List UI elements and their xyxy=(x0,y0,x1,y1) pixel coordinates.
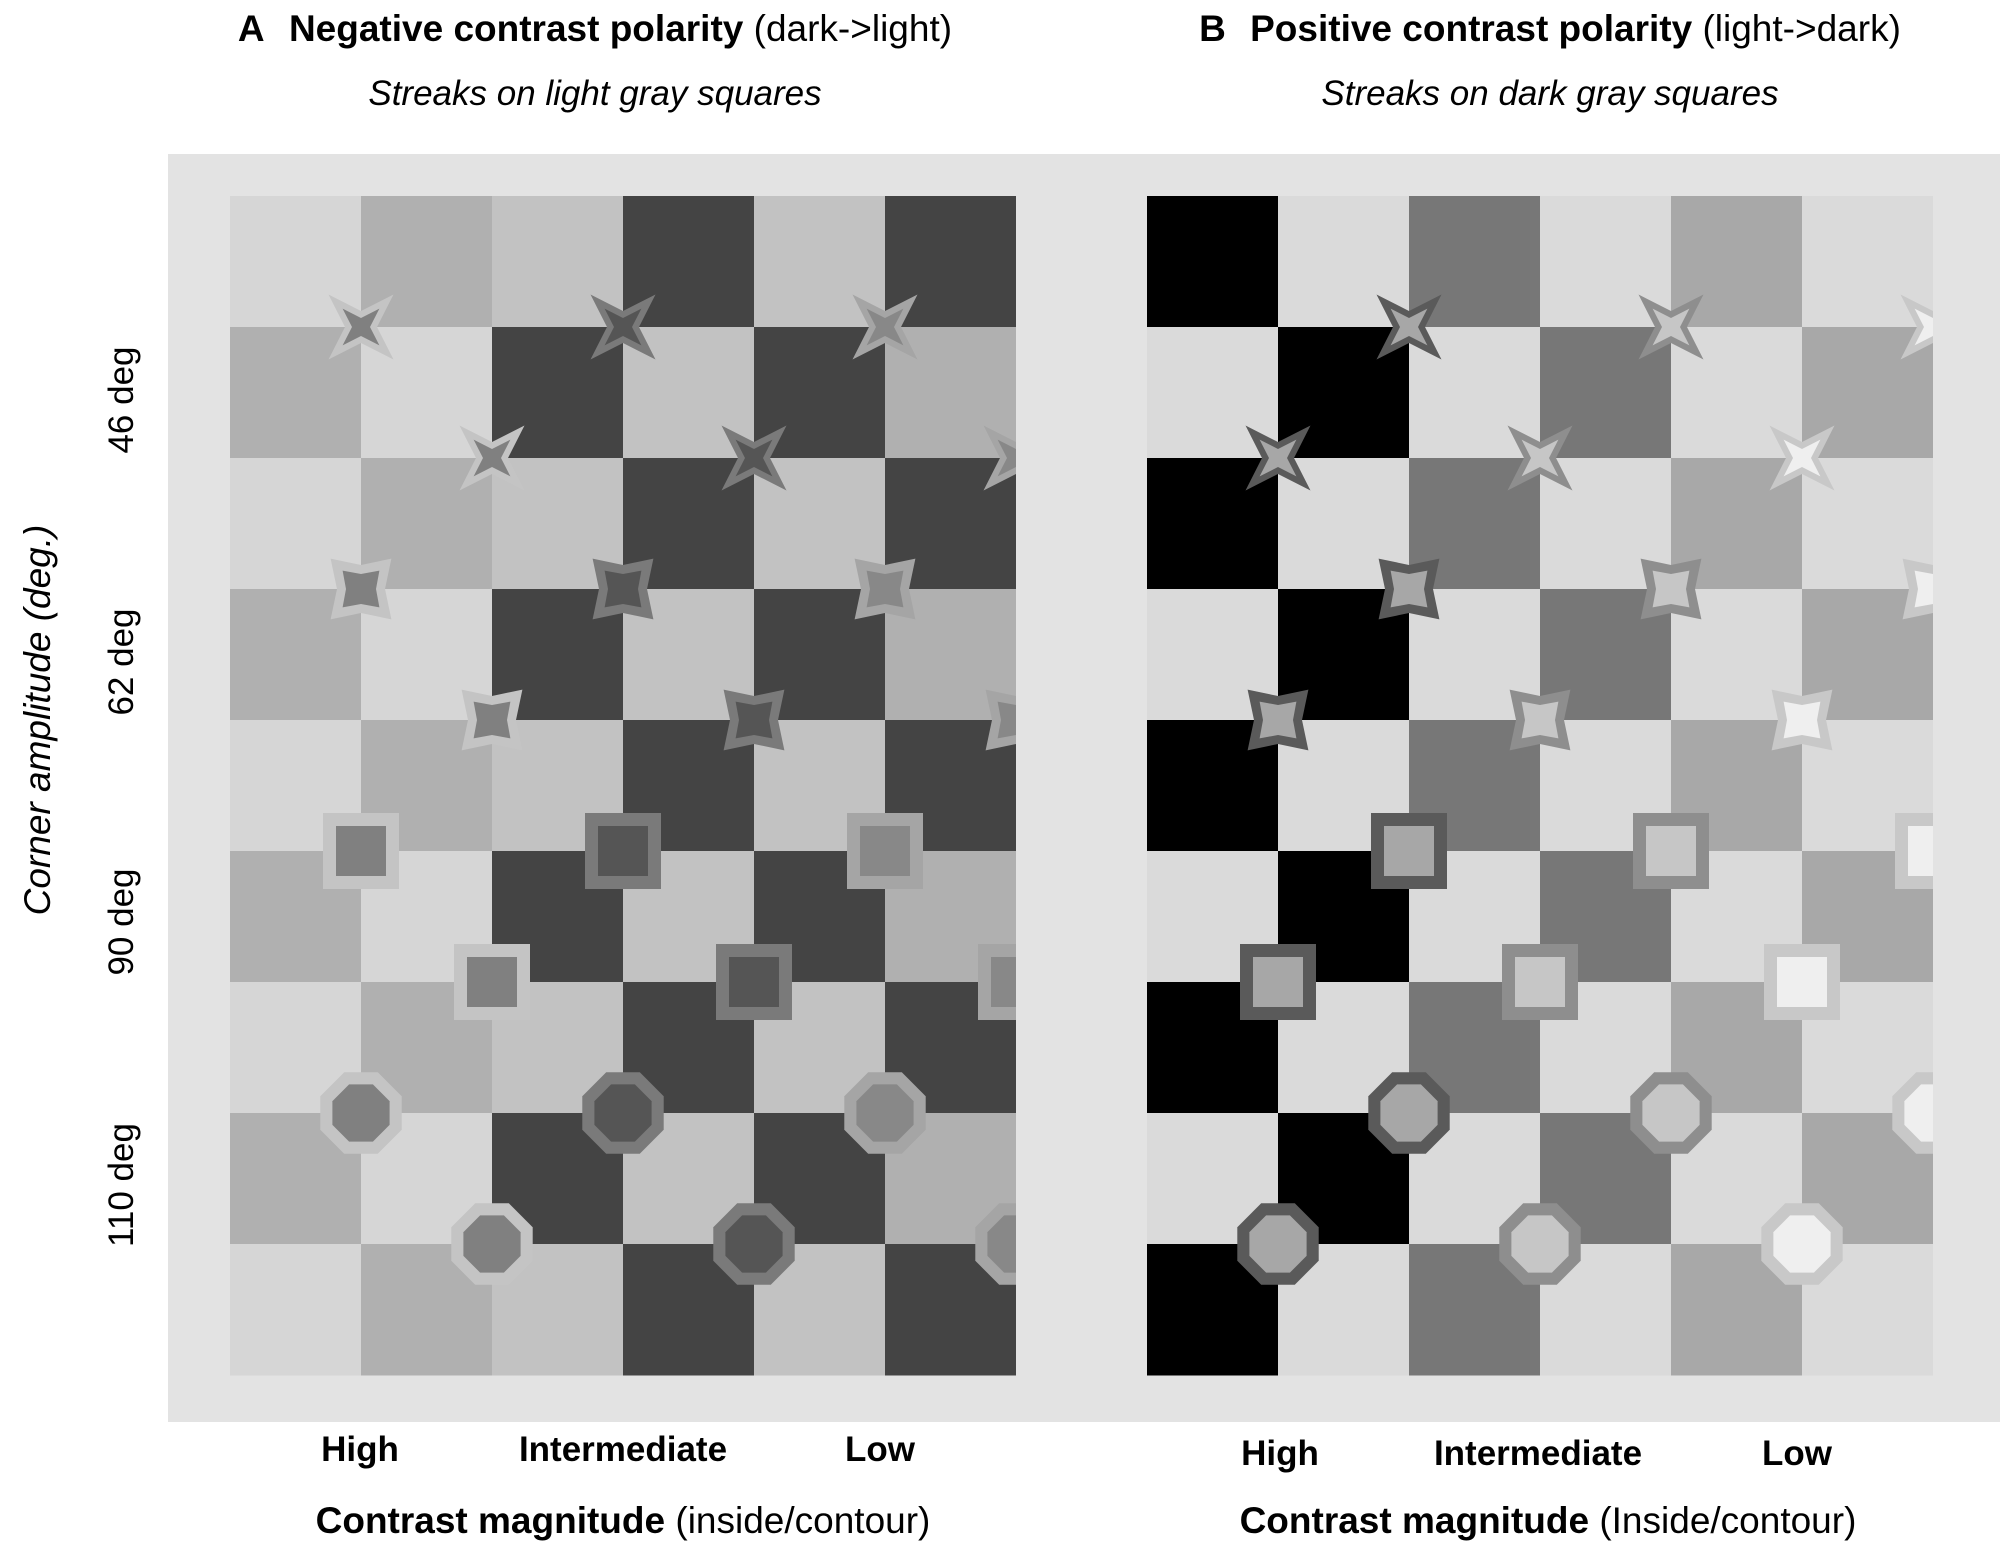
panel-b-x-title-rest: (Inside/contour) xyxy=(1599,1500,1857,1541)
star-62-inner xyxy=(1259,701,1297,739)
square-90-inner xyxy=(991,957,1016,1007)
square-90-inner xyxy=(1253,957,1303,1007)
star-46-inner xyxy=(1390,308,1428,346)
row-label-62-text: 62 deg xyxy=(102,608,141,716)
star-62-inner xyxy=(604,570,642,608)
square-90-inner xyxy=(467,957,517,1007)
square-90-inner xyxy=(1384,826,1434,876)
octagon-110-inner xyxy=(1511,1215,1569,1273)
octagon-110-inner xyxy=(463,1215,521,1273)
octagon-110-inner xyxy=(987,1215,1016,1273)
octagon-110-inner xyxy=(856,1084,914,1142)
star-46-inner xyxy=(1259,439,1297,477)
square-90-inner xyxy=(598,826,648,876)
panel-b-title-rest: (light->dark) xyxy=(1702,8,1901,49)
star-46-outline xyxy=(1900,294,1933,360)
star-46-inner xyxy=(1521,439,1559,477)
star-62-inner xyxy=(342,570,380,608)
octagon-110-inner xyxy=(332,1084,390,1142)
star-62-inner xyxy=(1390,570,1428,608)
square-90-inner xyxy=(1515,957,1565,1007)
panel-b-col-intermediate: Intermediate xyxy=(1433,1434,1643,1473)
panel-a-x-title: Contrast magnitude (inside/contour) xyxy=(316,1500,931,1542)
panel-a-subtitle: Streaks on light gray squares xyxy=(368,74,822,113)
panel-b-col-high: High xyxy=(1241,1434,1319,1473)
star-46-inner xyxy=(604,308,642,346)
octagon-110-inner xyxy=(1642,1084,1700,1142)
star-62-inner xyxy=(1652,570,1690,608)
row-label-90-text: 90 deg xyxy=(102,868,141,976)
star-46-inner xyxy=(342,308,380,346)
star-46-outline xyxy=(983,425,1016,491)
octagon-110-inner xyxy=(1249,1215,1307,1273)
star-46-inner xyxy=(1652,308,1690,346)
octagon-110-inner xyxy=(1773,1215,1831,1273)
star-46-inner xyxy=(866,308,904,346)
board-a xyxy=(230,196,1016,1376)
square-90-inner xyxy=(729,957,779,1007)
octagon-110-inner xyxy=(594,1084,652,1142)
panel-b-col-low: Low xyxy=(1762,1434,1832,1473)
star-62-inner xyxy=(735,701,773,739)
star-62-inner xyxy=(1521,701,1559,739)
octagon-110-inner xyxy=(1904,1084,1933,1142)
square-90-inner xyxy=(1777,957,1827,1007)
row-label-110-text: 110 deg xyxy=(102,1123,141,1247)
square-90-inner xyxy=(336,826,386,876)
panel-a-letter: A xyxy=(237,8,265,49)
board-cell xyxy=(230,1244,362,1376)
board-cell xyxy=(1147,196,1279,328)
board-b xyxy=(1147,196,1933,1376)
square-90-inner xyxy=(860,826,910,876)
star-62-inner xyxy=(1914,570,1933,608)
star-62-inner xyxy=(473,701,511,739)
square-90-inner xyxy=(1908,826,1933,876)
square-90-inner xyxy=(1646,826,1696,876)
panel-a-title-bold: Negative contrast polarity xyxy=(288,8,744,49)
panel-a-col-low: Low xyxy=(845,1430,915,1469)
star-46-inner xyxy=(1783,439,1821,477)
row-label-46-text: 46 deg xyxy=(102,346,141,454)
panel-b-x-title: Contrast magnitude (Inside/contour) xyxy=(1240,1500,1857,1542)
star-46-inner xyxy=(997,439,1016,477)
star-62-inner xyxy=(866,570,904,608)
panel-a-x-title-rest: (inside/contour) xyxy=(675,1500,931,1541)
panel-a-title: A Negative contrast polarity (dark->ligh… xyxy=(205,4,985,54)
panel-a-title-rest: (dark->light) xyxy=(753,8,953,49)
panel-a-col-high: High xyxy=(321,1430,399,1469)
star-62-inner xyxy=(997,701,1016,739)
star-46-inner xyxy=(473,439,511,477)
octagon-110-inner xyxy=(725,1215,783,1273)
octagon-110-inner xyxy=(1380,1084,1438,1142)
star-46-inner xyxy=(1914,308,1933,346)
panel-a-x-title-bold: Contrast magnitude xyxy=(315,1500,666,1541)
panel-b-subtitle: Streaks on dark gray squares xyxy=(1321,74,1779,113)
star-62-inner xyxy=(1783,701,1821,739)
panel-b-title-bold: Positive contrast polarity xyxy=(1250,8,1693,49)
panel-b-x-title-bold: Contrast magnitude xyxy=(1239,1500,1590,1541)
panel-b-title: B Positive contrast polarity (light->dar… xyxy=(1160,4,1940,54)
panel-a-col-intermediate: Intermediate xyxy=(518,1430,728,1469)
y-axis-title-text: Corner amplitude (deg.) xyxy=(17,524,58,916)
star-46-inner xyxy=(735,439,773,477)
panel-b-letter: B xyxy=(1199,8,1226,49)
